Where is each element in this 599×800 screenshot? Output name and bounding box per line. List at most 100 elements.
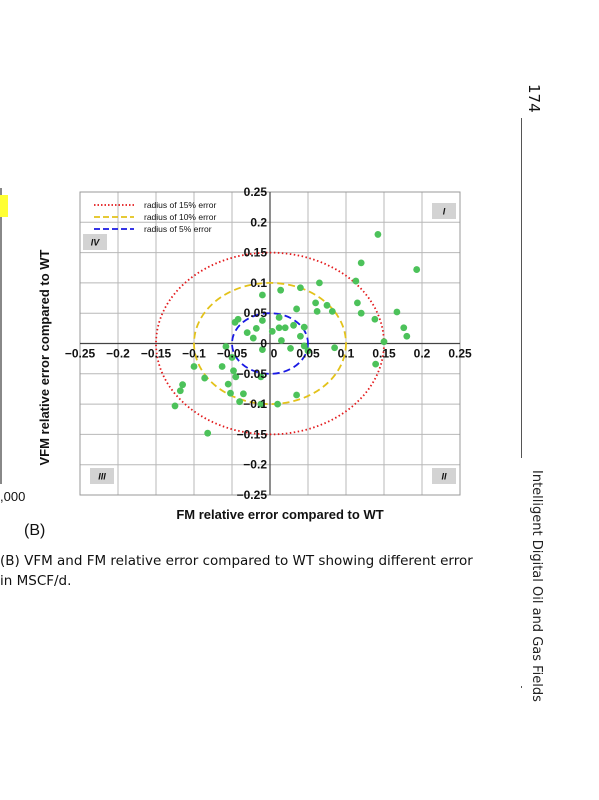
data-point	[228, 354, 236, 361]
data-point	[281, 324, 289, 332]
data-point	[252, 324, 260, 332]
data-point	[204, 429, 212, 437]
x-tick-label: 0	[271, 346, 278, 360]
y-tick-label: −0.05	[237, 367, 268, 381]
y-tick-label: 0	[260, 337, 267, 351]
x-tick-label: 0.2	[414, 346, 431, 360]
data-point	[190, 363, 198, 370]
y-tick-label: −0.25	[237, 488, 268, 502]
tick-labels: −0.25 −0.2 −0.15 −0.1 −0.05 0.05 0.1 0.15 0.2 0.2…	[65, 185, 472, 502]
previous-panel-tick-label: ,000	[0, 489, 26, 504]
data-point	[240, 390, 247, 398]
data-point	[293, 305, 300, 313]
data-point	[227, 389, 234, 397]
data-point	[304, 347, 312, 355]
x-tick-label: −0.05	[217, 346, 248, 360]
legend-label: radius of 10% error	[144, 212, 216, 222]
data-point	[259, 346, 266, 353]
y-tick-label: −0.15	[237, 427, 268, 441]
figure-caption: (B) VFM and FM relative error compared t…	[0, 551, 500, 591]
running-head: Intelligent Digital Oil and Gas Fields	[529, 470, 544, 702]
data-point	[224, 380, 232, 388]
x-tick-label: 0.15	[372, 346, 396, 360]
y-axis-title: VFM relative error compared to WT	[37, 249, 52, 465]
data-point	[275, 314, 283, 321]
data-point	[357, 309, 365, 317]
data-point	[413, 266, 421, 273]
data-point	[268, 327, 276, 335]
data-point	[176, 387, 184, 395]
data-point	[232, 373, 240, 381]
error-circle	[231, 312, 309, 375]
x-tick-label: −0.25	[65, 346, 96, 360]
data-point	[331, 344, 338, 352]
data-point	[313, 307, 321, 315]
quadrant-box	[83, 234, 107, 250]
data-point	[171, 402, 179, 410]
previous-panel-edge	[0, 188, 2, 484]
data-point	[257, 373, 265, 381]
data-point	[287, 344, 294, 352]
data-point	[323, 301, 331, 309]
quadrant-box	[432, 468, 456, 484]
data-point	[257, 400, 265, 408]
data-point	[374, 231, 382, 238]
data-points	[171, 231, 421, 437]
scatter-chart: −0.25 −0.2 −0.15 −0.1 −0.05 0.05 0.1 0.15 0.2 0.2…	[37, 185, 472, 522]
y-tick-label: 0.2	[250, 215, 267, 229]
page-number: 174	[525, 84, 543, 113]
caption-line-1: (B) VFM and FM relative error compared t…	[0, 553, 473, 569]
data-point	[249, 334, 257, 342]
data-point	[275, 324, 283, 332]
x-tick-label: 0.1	[338, 346, 355, 360]
data-point	[400, 324, 408, 332]
y-tick-label: 0.15	[244, 246, 268, 260]
y-tick-label: −0.2	[243, 458, 267, 472]
x-tick-label: −0.1	[182, 346, 206, 360]
data-point	[259, 317, 266, 324]
data-point	[222, 343, 230, 350]
legend-label: radius of 5% error	[144, 224, 212, 234]
data-point	[372, 360, 380, 368]
x-tick-label: 0.05	[296, 346, 320, 360]
data-point	[316, 279, 323, 287]
data-point	[354, 299, 361, 307]
data-point	[277, 286, 285, 294]
data-point	[293, 391, 300, 399]
data-point	[243, 329, 251, 336]
y-tick-label: −0.1	[243, 397, 267, 411]
data-point	[380, 338, 388, 346]
data-point	[179, 381, 187, 389]
quadrant-label: IV	[91, 238, 101, 248]
quadrant-box	[432, 203, 456, 219]
caption-line-2: in MSCF/d.	[0, 573, 72, 589]
data-point	[352, 277, 360, 285]
data-point	[297, 284, 304, 292]
y-tick-label: 0.25	[244, 185, 268, 199]
previous-panel-highlight	[0, 195, 8, 217]
data-point	[236, 398, 244, 406]
quadrant-label: I	[443, 207, 446, 217]
data-point	[230, 367, 237, 375]
x-tick-label: −0.2	[106, 346, 130, 360]
data-point	[300, 342, 308, 350]
data-point	[357, 259, 365, 267]
margin-rule	[521, 118, 522, 458]
data-point	[274, 400, 281, 408]
x-axis-title: FM relative error compared to WT	[176, 507, 383, 522]
legend-label: radius of 15% error	[144, 200, 216, 210]
panel-label: (B)	[24, 522, 46, 539]
x-tick-label: 0.25	[448, 346, 472, 360]
data-point	[300, 323, 308, 331]
data-point	[278, 337, 285, 344]
data-point	[290, 321, 297, 329]
quadrant-label: III	[98, 472, 106, 482]
data-point	[201, 374, 209, 382]
data-point	[218, 363, 226, 370]
legend: radius of 15% error radius of 10% error ra…	[94, 200, 216, 234]
data-point	[328, 307, 336, 315]
margin-rule-end	[521, 686, 522, 688]
data-point	[371, 315, 379, 323]
x-tick-label: −0.15	[141, 346, 172, 360]
